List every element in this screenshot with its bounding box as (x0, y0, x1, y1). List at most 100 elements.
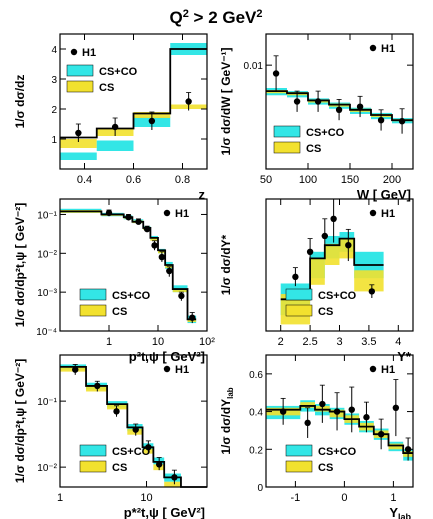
x-tick-label: 150 (341, 174, 359, 186)
x-tick-label: 0.8 (175, 174, 190, 186)
chart-Ylab: -1 0 1 0 0.2 0.4 0.6 Ylab 1/σ dσ/dYlab H1 CS+CO CS (219, 354, 414, 519)
data-point (166, 267, 173, 275)
y-tick-label: 4 (51, 45, 57, 56)
legend-cs-swatch (273, 141, 301, 154)
legend-cs-label: CS (306, 143, 321, 155)
x-tick-label: 10 (140, 492, 152, 504)
data-point (398, 118, 406, 125)
data-point (148, 117, 156, 125)
data-point (319, 400, 326, 408)
x-tick-label: 100 (299, 174, 317, 186)
x-tick-label: 10 (152, 336, 164, 348)
y-axis-label: 1/σ dσ/dp²t,ψ [ GeV⁻²] (13, 359, 27, 483)
data-point (105, 209, 113, 217)
x-axis-label: Y* (397, 349, 412, 364)
cs-band (354, 270, 384, 292)
chart-W: 50 100 150 200 0.01 W [ GeV] 1/σ dσ/dW [ GeV⁻¹… (219, 33, 414, 202)
data-point (377, 116, 385, 124)
y-tick-label: 10⁻⁴ (36, 327, 57, 338)
data-point (293, 98, 301, 105)
y-tick-label: 2 (51, 105, 57, 116)
data-point (185, 98, 192, 105)
legend-h1-marker (369, 44, 377, 52)
cs-band (164, 481, 181, 487)
legend-cs-co-swatch (79, 444, 107, 457)
y-tick-label: 10⁻² (37, 249, 57, 260)
data-point (363, 414, 370, 421)
data-point (75, 129, 82, 137)
data-point (345, 242, 352, 249)
data-point (330, 215, 337, 222)
x-tick-label: 0 (341, 492, 347, 504)
legend-h1-label: H1 (175, 208, 189, 220)
chart-pt2_wide: 1 10 10⁻² 10⁻¹ p*²t,ψ [ GeV²] 1/σ dσ/dp²t,ψ [… (13, 354, 208, 519)
cs-band (107, 404, 128, 410)
legend-cs-swatch (285, 460, 313, 473)
data-point (279, 408, 287, 415)
legend-h1-marker (369, 209, 377, 217)
legend-cs-co-swatch (273, 125, 301, 138)
legend-cs-co-label: CS+CO (318, 290, 357, 302)
y-tick-label: 3 (51, 75, 57, 86)
x-axis-label: p*²t,ψ [ GeV²] (124, 505, 205, 519)
x-tick-label: 1 (57, 492, 63, 504)
data-point (314, 98, 322, 105)
data-point (189, 314, 196, 321)
x-tick-label: 1 (106, 336, 112, 348)
data-point (333, 408, 341, 415)
chart-Ystar: 2 2.5 3 3.5 4Y* 1/σ dσ/dY* H1 CS+CO CS (219, 198, 414, 364)
data-point (158, 253, 166, 261)
data-point (272, 70, 280, 77)
y-axis-label: 1/σ dσ/dYlab (219, 387, 235, 454)
cs-band (172, 289, 188, 293)
legend-cs-swatch (285, 304, 313, 317)
data-point (404, 446, 412, 453)
y-tick-label: 10⁻¹ (37, 397, 57, 408)
cs-band (388, 443, 404, 450)
data-point (348, 406, 355, 413)
data-point (143, 225, 151, 233)
data-point (335, 106, 343, 114)
y-tick-label: 0.2 (249, 445, 263, 456)
chart-pt2: 1 10 10² 10⁻⁴ 10⁻³ 10⁻² 10⁻¹ p²t,ψ [ GeV²] 1/σ d… (13, 198, 215, 364)
x-tick-label: 1 (390, 492, 396, 504)
x-tick-label: 200 (383, 174, 401, 186)
data-point (145, 444, 152, 451)
legend-cs-co-swatch (66, 64, 94, 77)
x-tick-label: 4 (395, 336, 401, 348)
y-tick-label: 0.01 (244, 61, 264, 72)
data-point (292, 273, 299, 281)
x-tick-label: 3.5 (361, 336, 376, 348)
data-point (135, 218, 142, 225)
legend-h1-label: H1 (381, 43, 395, 55)
data-point (155, 461, 163, 468)
y-axis-label: 1/σ dσ/dW [ GeV⁻¹] (219, 47, 233, 155)
legend-h1-marker (163, 365, 171, 373)
cs-band (60, 139, 97, 148)
legend-cs-label: CS (112, 306, 127, 318)
plot-frame (59, 198, 208, 332)
y-tick-label: 10⁻² (37, 463, 57, 474)
y-axis-label: 1/σ dσ/dz (13, 75, 27, 129)
y-tick-label: 10⁻³ (37, 288, 57, 299)
data-point (151, 242, 158, 249)
y-axis-label-sub: lab (226, 387, 235, 399)
x-tick-label: 2 (278, 336, 284, 348)
data-point (392, 404, 400, 411)
legend-cs-label: CS (112, 462, 127, 474)
x-tick-label: 0.6 (126, 174, 141, 186)
data-point (72, 366, 79, 373)
plot-frame (59, 354, 208, 488)
x-axis-label-sub: lab (398, 512, 412, 519)
data-point (377, 431, 385, 438)
cs-co-band (96, 140, 134, 151)
cs-co-band (60, 152, 97, 160)
y-tick-label: 0 (257, 483, 263, 494)
plot-frame (265, 354, 414, 488)
data-point (94, 382, 101, 390)
y-tick-label: 0.4 (249, 408, 263, 419)
model-line (60, 210, 197, 321)
